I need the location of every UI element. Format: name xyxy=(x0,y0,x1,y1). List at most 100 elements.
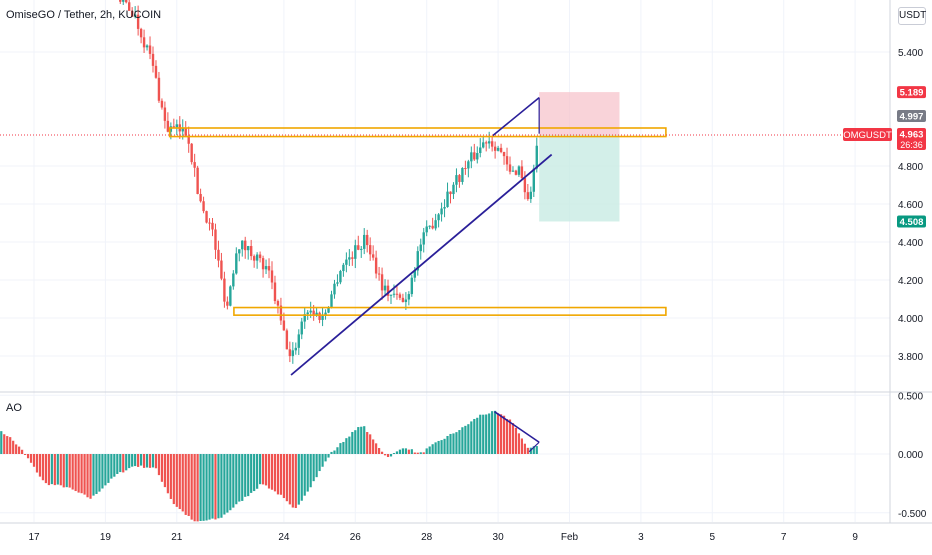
candle-body xyxy=(309,310,312,313)
ao-bar xyxy=(35,454,39,473)
time-tick-label: 24 xyxy=(278,532,290,543)
target-price-badge-bg xyxy=(897,215,926,228)
price-peak-line[interactable] xyxy=(492,96,540,137)
ao-bar xyxy=(386,454,390,458)
ao-bar xyxy=(151,454,155,468)
candle-body xyxy=(499,147,503,152)
candle-body xyxy=(470,152,473,162)
ao-bar xyxy=(410,449,413,454)
candle-body xyxy=(223,278,226,302)
time-tick-label: 7 xyxy=(781,532,787,543)
ao-bar xyxy=(413,452,416,454)
ao-bar xyxy=(494,410,497,454)
ao-bar xyxy=(464,425,467,454)
indicator-label[interactable]: AO xyxy=(6,402,22,414)
candle-body xyxy=(529,191,533,200)
ao-bar xyxy=(482,414,485,454)
drawings[interactable] xyxy=(0,92,890,453)
symbol-price-badge-countdown: 26:36 xyxy=(900,140,923,150)
candle-body xyxy=(520,166,524,178)
candle-body xyxy=(443,207,446,209)
ao-divergence-line[interactable] xyxy=(494,411,540,443)
candle-body xyxy=(166,120,170,132)
currency-button[interactable]: USDT xyxy=(898,7,926,25)
ao-bar xyxy=(80,454,83,494)
ao-bar xyxy=(476,417,479,454)
candle-body xyxy=(196,167,199,194)
support-zone-rect[interactable] xyxy=(233,306,667,316)
ao-bar xyxy=(3,434,6,454)
ao-bar xyxy=(160,454,164,482)
ao-tick-label: 0.000 xyxy=(898,450,923,461)
price-tick-label: 4.000 xyxy=(898,314,923,325)
candle-body xyxy=(294,347,297,351)
position-target-zone[interactable] xyxy=(539,135,620,222)
target-price-badge-value: 4.508 xyxy=(900,217,924,228)
candle-body xyxy=(217,249,220,261)
ao-bar xyxy=(148,454,152,468)
ao-bar xyxy=(6,436,9,454)
target-price-badge: 4.508 xyxy=(897,215,926,228)
price-tick-label: 4.800 xyxy=(898,162,923,173)
candle-body xyxy=(122,0,125,2)
ao-bar xyxy=(461,427,464,454)
candle-body xyxy=(297,334,300,348)
resistance-zone-rect[interactable] xyxy=(168,127,667,138)
ao-bar xyxy=(253,454,256,492)
candle-body xyxy=(241,240,244,250)
ao-bar xyxy=(499,414,503,454)
ao-bar xyxy=(29,454,33,463)
candle-body xyxy=(205,211,208,223)
ao-bar xyxy=(9,437,12,454)
ao-bar xyxy=(401,448,404,454)
candle-body xyxy=(357,245,360,250)
ao-bar xyxy=(360,426,363,454)
ao-bar xyxy=(0,431,3,454)
candle-body xyxy=(342,264,345,272)
ascending-trendline[interactable] xyxy=(290,153,553,376)
ao-divergence-hook[interactable] xyxy=(528,441,540,453)
ao-bar xyxy=(473,418,476,454)
ao-bar xyxy=(18,446,21,454)
candle-body xyxy=(401,297,405,303)
last-close-badge-bg xyxy=(897,110,926,122)
ao-bar xyxy=(92,454,95,496)
ao-bar xyxy=(446,436,449,454)
ao-bar xyxy=(285,454,288,502)
ao-bar xyxy=(470,421,473,454)
ao-bar xyxy=(110,454,113,479)
ao-bar xyxy=(250,454,253,493)
ao-histogram xyxy=(0,410,538,522)
candle-body xyxy=(386,285,390,296)
price-tick-label: 4.400 xyxy=(898,238,923,249)
candle-body xyxy=(434,220,437,229)
candle-body xyxy=(407,294,411,300)
ao-bar xyxy=(282,454,285,499)
ao-bar xyxy=(378,448,381,454)
ao-tick-label: 0.500 xyxy=(898,391,923,402)
ao-bar xyxy=(294,454,297,508)
ao-bar xyxy=(208,454,211,520)
candle-body xyxy=(288,349,292,357)
symbol-price-badge-value: 4.963 xyxy=(900,130,924,141)
stop-price-badge-value: 5.189 xyxy=(900,88,924,99)
ao-bar xyxy=(113,454,116,477)
candle-body xyxy=(368,245,372,255)
candle-body xyxy=(193,162,196,168)
ao-bar xyxy=(32,454,36,467)
ao-bar xyxy=(169,454,172,499)
candle-body xyxy=(214,229,217,250)
ao-bar xyxy=(166,454,169,494)
ao-bar xyxy=(520,438,523,454)
ao-bar xyxy=(354,430,357,454)
candle-body xyxy=(428,225,431,227)
ao-bar xyxy=(98,454,101,492)
ao-bar xyxy=(125,454,128,471)
ao-bar xyxy=(134,454,137,467)
symbol-title[interactable]: OmiseGO / Tether, 2h, KUCOIN xyxy=(6,9,162,21)
candle-body xyxy=(526,192,530,200)
candle-body xyxy=(247,246,250,251)
